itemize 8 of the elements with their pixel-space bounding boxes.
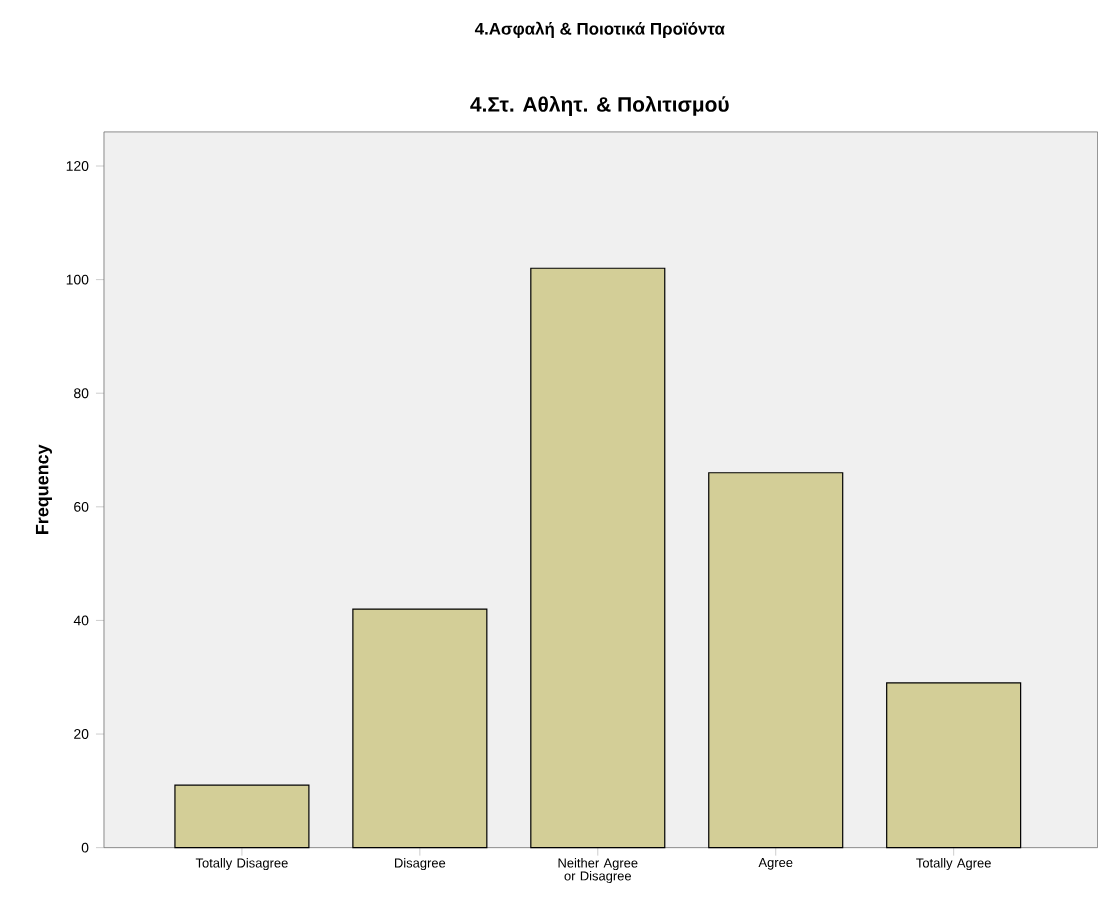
bar <box>886 682 1022 849</box>
y-axis-title: Frequency <box>35 444 52 535</box>
bar <box>174 784 310 849</box>
bar <box>352 608 488 849</box>
bar <box>530 267 666 849</box>
chart-subtitle: 4.Στ. Αθλητ. & Πολιτισμού <box>470 96 729 117</box>
bar <box>708 472 844 849</box>
chart-title: 4.Ασφαλή & Ποιοτικά Προϊόντα <box>474 22 725 39</box>
